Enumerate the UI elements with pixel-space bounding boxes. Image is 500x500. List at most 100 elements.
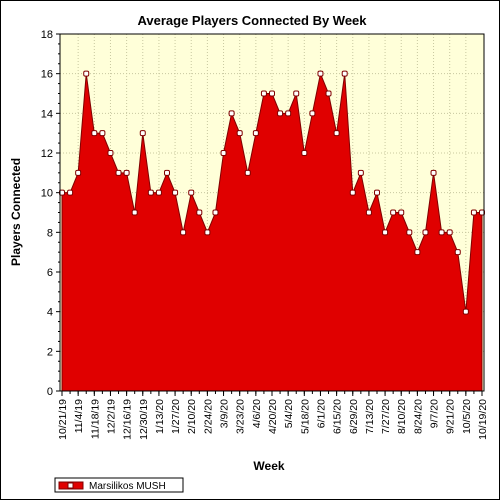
y-tick-label: 0 [47,386,53,398]
data-point [301,150,308,156]
y-tick-label: 10 [41,188,53,200]
data-point [139,130,146,137]
data-point [220,150,227,156]
data-point [390,209,397,216]
x-tick-label: 12/2/19 [105,399,117,434]
area-series [61,71,483,392]
x-tick-label: 7/13/20 [364,399,376,434]
data-point [325,90,332,97]
y-tick-label: 14 [41,108,53,120]
data-point [228,110,235,117]
data-point [260,90,267,97]
legend-marker [67,482,74,489]
legend: Marsilikos MUSH [54,477,184,493]
y-axis-title: Players Connected [9,158,23,266]
data-point [349,189,356,196]
x-tick-label: 10/21/19 [57,399,69,440]
y-tick-label: 8 [47,227,53,239]
data-point [454,249,461,256]
x-tick-label: 12/30/19 [138,399,150,440]
data-point [317,70,324,77]
data-point [365,209,372,216]
y-tick-label: 2 [47,346,53,358]
data-point [470,209,477,216]
x-tick-label: 9/21/20 [445,399,457,434]
data-point [446,229,453,236]
data-point [382,229,389,236]
x-tick-label: 5/18/20 [299,399,311,434]
x-tick-label: 9/7/20 [429,399,441,428]
x-tick-label: 12/16/19 [122,399,134,440]
x-axis-ticks: 10/21/19 11/4/19 11/18/19 12/2/19 12/16/19 12… [57,391,489,440]
data-points [59,70,485,315]
data-point [155,189,162,196]
data-point [422,229,429,236]
x-tick-label: 1/27/20 [170,399,182,434]
x-tick-label: 10/5/20 [461,399,473,434]
legend-label: Marsilikos MUSH [89,481,166,492]
y-tick-label: 12 [41,148,53,160]
data-point [341,70,348,77]
y-tick-label: 16 [41,69,53,81]
data-point [99,130,106,137]
data-point [67,189,74,196]
data-point [357,169,364,176]
y-axis-ticks: 0 2 4 6 8 10 12 14 16 18 [41,29,60,398]
data-point [107,150,114,156]
x-axis-title: Week [253,459,284,473]
data-point [188,189,195,196]
y-tick-label: 4 [47,307,53,319]
x-tick-label: 3/23/20 [235,399,247,434]
x-tick-label: 4/20/20 [267,399,279,434]
data-point [75,169,82,176]
x-tick-label: 8/10/20 [396,399,408,434]
x-tick-label: 2/10/20 [186,399,198,434]
x-tick-label: 10/19/20 [477,399,489,440]
x-tick-label: 3/9/20 [219,399,231,428]
x-tick-label: 5/4/20 [283,399,295,428]
x-tick-label: 11/18/19 [89,399,101,439]
data-point [180,229,187,236]
data-point [115,169,122,176]
legend-box [54,477,184,493]
data-point [83,70,90,77]
data-point [430,169,437,176]
data-point [277,110,284,117]
chart-title: Average Players Connected By Week [137,13,367,28]
x-tick-label: 11/4/19 [73,399,85,433]
x-tick-label: 6/1/20 [315,399,327,428]
data-point [398,209,405,216]
area-fill [61,71,483,392]
data-point [309,110,316,117]
data-point [285,110,292,117]
data-point [172,189,179,196]
data-point [406,229,413,236]
x-tick-label: 1/13/20 [154,399,166,434]
data-point [438,229,445,236]
data-point [414,249,421,256]
data-point [462,308,469,315]
y-tick-label: 18 [41,29,53,41]
x-tick-label: 6/15/20 [332,399,344,434]
x-tick-label: 8/24/20 [412,399,424,434]
data-point [252,130,259,137]
data-point [196,209,203,216]
data-point [293,90,300,97]
x-tick-label: 6/29/20 [348,399,360,434]
data-point [91,130,98,137]
data-point [204,229,211,236]
y-tick-label: 6 [47,267,53,279]
x-tick-label: 4/6/20 [251,399,263,428]
x-tick-label: 7/27/20 [380,399,392,434]
data-point [236,130,243,137]
data-point [269,90,275,97]
data-point [244,169,251,176]
data-point [123,169,130,176]
data-point [131,209,138,216]
data-point [374,189,380,196]
data-point [333,130,340,137]
data-point [164,169,170,176]
data-point [212,209,219,216]
